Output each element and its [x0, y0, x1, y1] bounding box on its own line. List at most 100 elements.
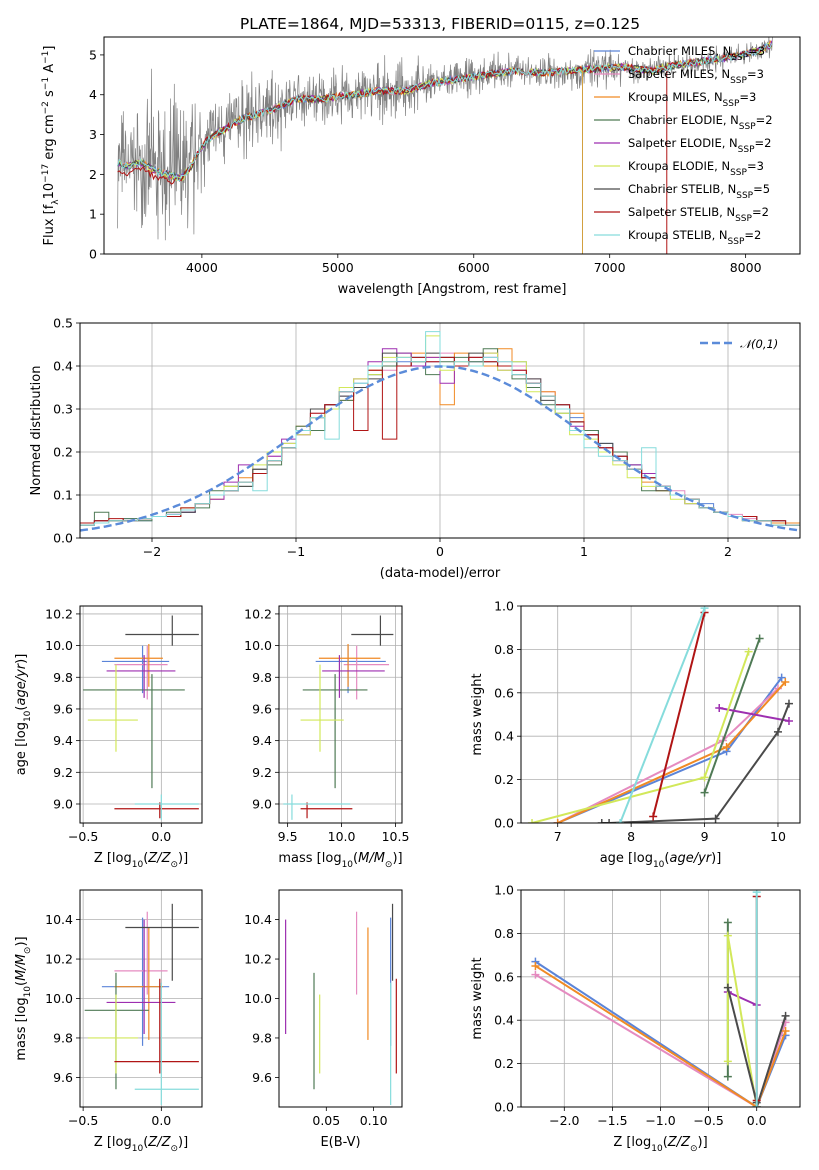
weight-series-marker — [531, 970, 540, 979]
mass_vs_ebv-panel: 0.05 0.10 9.6 9.8 10.0 10.2 10.4 E(B-V) — [244, 889, 403, 1150]
weight-series-marker — [773, 727, 782, 736]
label-part: Kroupa MILES, N — [628, 90, 723, 104]
legend-entry: Salpeter MILES, NSSP=3 — [628, 67, 764, 86]
x-tick-label: 0.0 — [747, 1113, 767, 1128]
label-part: =5 — [753, 182, 770, 196]
histogram-plot-area — [80, 331, 800, 538]
x-tick-label: 7 — [554, 829, 562, 844]
y-tick-label: 10.0 — [45, 991, 73, 1006]
y-tick-label: 10.2 — [45, 952, 73, 967]
legend-entry: Salpeter STELIB, NSSP=2 — [628, 205, 769, 224]
x-tick-label: −1.0 — [645, 1113, 675, 1128]
label-part: Salpeter ELODIE, N — [628, 136, 738, 150]
errorbar-point — [283, 794, 351, 820]
errorbar-point — [351, 615, 394, 646]
y-tick-label: 0 — [89, 247, 97, 262]
errorbar-point — [300, 802, 353, 819]
weight-series-marker — [781, 677, 790, 686]
y-tick-label: 10.0 — [244, 991, 272, 1006]
errorbar-point — [87, 664, 138, 752]
y-tick-label: 9.0 — [252, 796, 272, 811]
label-part: ⊙ — [170, 860, 178, 870]
x-tick-label: 9.5 — [278, 829, 298, 844]
y-tick-label: 0.5 — [53, 316, 73, 331]
label-part: =3 — [747, 159, 764, 173]
y-tick-label: 3 — [89, 127, 97, 142]
label-part: Z [log — [94, 1135, 132, 1150]
x-tick-label: 0.10 — [360, 1113, 388, 1128]
weight-series-marker — [781, 1011, 790, 1020]
x-tick-label: 9 — [701, 829, 709, 844]
y-tick-label: 2 — [89, 167, 97, 182]
x-tick-label: −2 — [143, 544, 161, 559]
weight-series-marker — [723, 918, 732, 927]
label-part: )] — [178, 851, 188, 866]
label-part: Salpeter STELIB, N — [628, 205, 735, 219]
label-part: ( — [664, 851, 669, 866]
weight-series-line — [619, 607, 706, 823]
errorbar-point — [134, 982, 199, 1106]
errorbar-point — [125, 615, 199, 646]
label-part: =2 — [744, 228, 761, 242]
weight-series-marker — [781, 1027, 790, 1036]
label-part: =2 — [752, 205, 769, 219]
axes-frame — [278, 605, 403, 824]
label-part: 10 — [23, 710, 33, 722]
y-tick-label: 10.0 — [45, 638, 73, 653]
x-tick-label: −0.5 — [693, 1113, 723, 1128]
label-part: (data-model)/error — [380, 566, 501, 581]
y-tick-label: 0.6 — [494, 969, 514, 984]
axes-frame — [103, 36, 801, 255]
errorbar-point — [106, 919, 176, 1035]
weight-series-line — [534, 973, 787, 1107]
weight-series-line — [534, 960, 787, 1107]
y-tick-label: 0.0 — [53, 531, 73, 546]
label-part: SSP — [723, 99, 740, 109]
errorbar-point — [322, 655, 385, 698]
y-tick-label: 0.0 — [494, 1100, 514, 1115]
age_vs_mass-panel: 9.5 10.0 10.5 9.0 9.2 9.4 9.6 9.8 10.0 10.2 mass [… — [244, 605, 409, 870]
y-tick-label: 9.6 — [252, 1070, 272, 1085]
weight-series-marker — [784, 717, 793, 726]
errorbar-point — [114, 802, 199, 819]
x-axis-label: wavelength [Angstrom, rest frame] — [338, 282, 567, 297]
y-tick-label: 4 — [89, 87, 97, 102]
weight-series-marker — [723, 1072, 732, 1081]
weight-series-marker — [605, 819, 614, 823]
weight-series-marker — [616, 819, 625, 823]
label-part: =2 — [755, 136, 772, 150]
errorbar-point — [114, 911, 168, 995]
y-tick-label: 0.4 — [494, 1013, 514, 1028]
x-tick-label: 4000 — [186, 260, 218, 275]
label-part: mass weight — [470, 673, 485, 755]
y-tick-label: 0.2 — [494, 772, 514, 787]
label-part: =3 — [747, 67, 764, 81]
y-tick-label: 1 — [89, 207, 97, 222]
label-part: Chabrier STELIB, N — [628, 182, 736, 196]
x-tick-label: 8 — [627, 829, 635, 844]
x-tick-label: 10 — [770, 829, 786, 844]
errorbar-plot-area — [285, 903, 397, 1106]
weight-series-marker — [700, 606, 709, 613]
label-part: SSP — [739, 122, 756, 132]
label-part: 10 — [651, 1144, 663, 1154]
y-tick-label: 0.6 — [494, 685, 514, 700]
axes-frame — [278, 889, 403, 1108]
y-tick-label: 9.8 — [53, 670, 73, 685]
weight-series-line — [652, 612, 706, 817]
label-part: ( — [353, 851, 358, 866]
y-axis-label: Normed distribution — [29, 366, 44, 496]
y-tick-label: 1.0 — [494, 883, 514, 898]
label-part: mass [log — [14, 997, 29, 1060]
y-tick-label: 0.8 — [494, 926, 514, 941]
label-part: )] — [711, 851, 721, 866]
weight-series-marker — [553, 819, 562, 823]
label-part: =2 — [756, 113, 773, 127]
legend-entry: Chabrier ELODIE, NSSP=2 — [628, 113, 773, 132]
y-tick-label: 9.8 — [252, 1030, 272, 1045]
errorbar-point — [114, 978, 199, 1074]
label-part: ( — [143, 851, 148, 866]
